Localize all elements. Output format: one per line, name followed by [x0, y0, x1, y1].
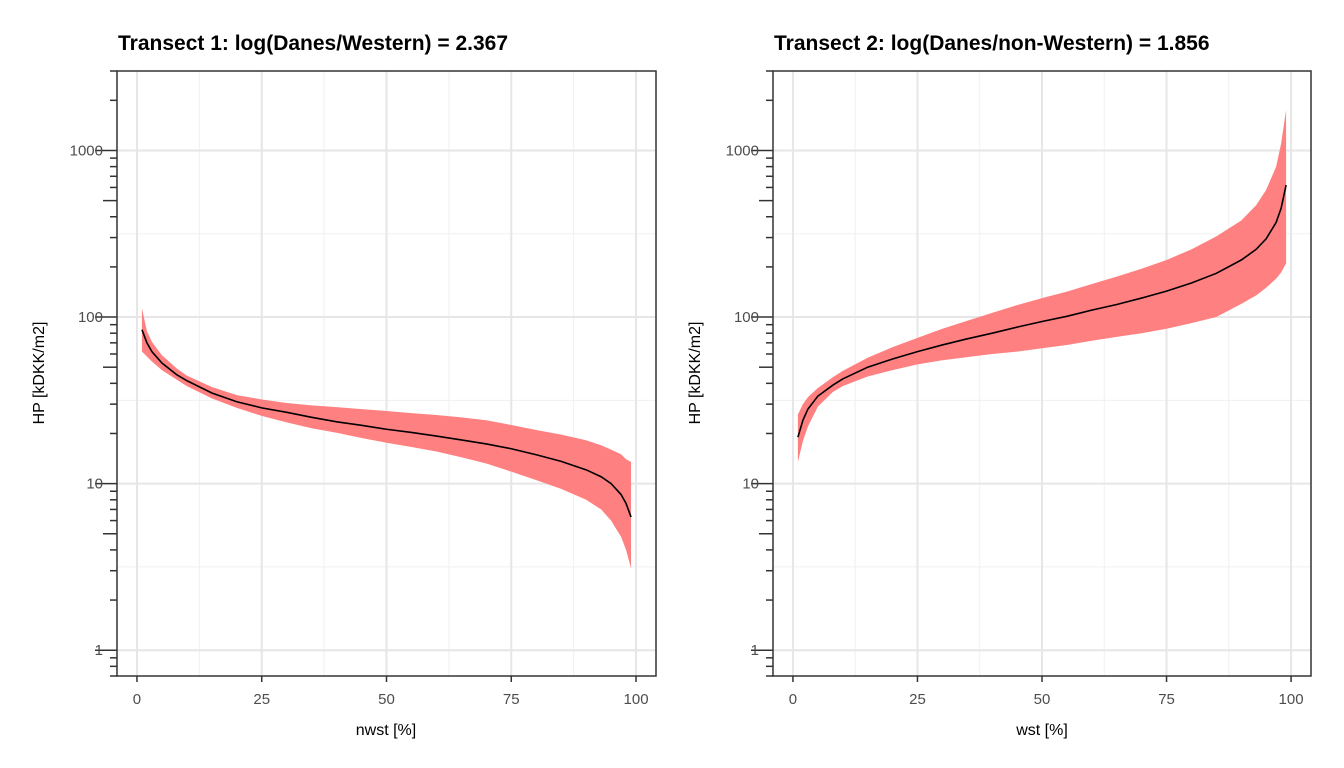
x-tick-label: 50 — [378, 691, 395, 708]
y-axis-title: HP [kDKK/m2] — [31, 322, 48, 425]
y-tick-label: 1000 — [70, 142, 103, 159]
data-marks — [797, 109, 1287, 462]
y-tick-label: 1 — [95, 642, 103, 659]
x-axis: 0 25 50 75 100 — [789, 676, 1304, 708]
fitted-line — [141, 329, 632, 518]
confidence-band — [797, 109, 1287, 462]
y-axis: 1 10 100 1000 — [70, 70, 117, 677]
y-tick-label: 10 — [742, 476, 759, 493]
x-tick-label: 25 — [253, 691, 270, 708]
y-tick-label: 1000 — [726, 142, 759, 159]
grid-lines — [117, 71, 656, 676]
x-tick-label: 50 — [1034, 691, 1051, 708]
confidence-band — [141, 308, 632, 569]
x-tick-label: 100 — [1279, 691, 1304, 708]
data-marks — [141, 308, 632, 569]
x-tick-label: 100 — [624, 691, 649, 708]
panel-transect-2: Transect 2: log(Danes/non-Western) = 1.8… — [687, 32, 1312, 739]
x-tick-label: 0 — [789, 691, 797, 708]
y-tick-label: 1 — [751, 642, 759, 659]
panel-transect-1: Transect 1: log(Danes/Western) = 2.367 1… — [31, 32, 657, 739]
y-axis-title: HP [kDKK/m2] — [687, 322, 704, 425]
x-axis-title: nwst [%] — [356, 722, 416, 739]
chart-title: Transect 1: log(Danes/Western) = 2.367 — [118, 32, 508, 55]
x-axis-title: wst [%] — [1015, 722, 1068, 739]
x-tick-label: 75 — [503, 691, 520, 708]
y-tick-label: 10 — [86, 476, 103, 493]
x-tick-label: 75 — [1158, 691, 1175, 708]
fitted-line — [797, 184, 1287, 438]
x-tick-label: 25 — [909, 691, 926, 708]
x-tick-label: 0 — [133, 691, 141, 708]
y-axis: 1 10 100 1000 — [726, 70, 773, 677]
y-tick-label: 100 — [734, 309, 759, 326]
chart-title: Transect 2: log(Danes/non-Western) = 1.8… — [774, 32, 1210, 55]
y-tick-label: 100 — [78, 309, 103, 326]
x-axis: 0 25 50 75 100 — [133, 676, 649, 708]
